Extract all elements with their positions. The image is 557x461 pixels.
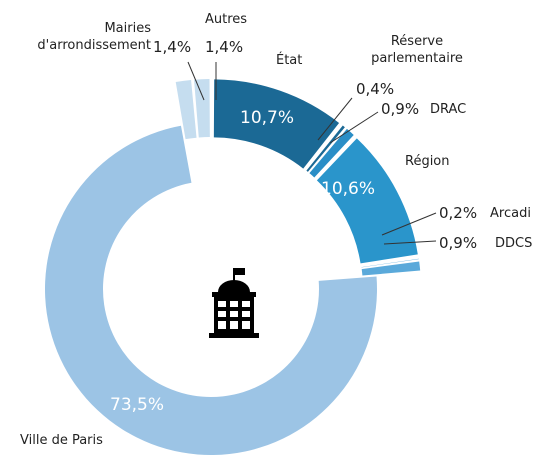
slice <box>306 125 345 172</box>
slice <box>316 138 418 264</box>
slice-label: Autres <box>205 12 248 27</box>
leader-lines <box>187 61 437 245</box>
slice-label: Région <box>405 154 450 169</box>
leader-line <box>381 212 437 236</box>
slice-label: Arcadi <box>490 206 531 221</box>
value-label: 0,9% <box>381 100 420 118</box>
value-label: 0,9% <box>439 234 478 252</box>
slice-label: DDCS <box>495 236 533 251</box>
value-label: 10,7% <box>240 108 295 128</box>
value-label: 0,4% <box>356 80 395 98</box>
slice <box>361 261 421 276</box>
slice <box>194 79 210 138</box>
slice <box>309 128 354 178</box>
value-label: 10,6% <box>321 179 376 199</box>
slice-label: Ville de Paris <box>20 433 103 448</box>
slice <box>213 79 340 169</box>
building-icon <box>209 268 259 338</box>
leader-line <box>317 97 353 141</box>
slice <box>44 125 378 455</box>
leader-line <box>383 240 437 245</box>
leader-line <box>329 111 379 144</box>
slice <box>175 79 197 140</box>
slice-label: État <box>276 53 303 68</box>
value-label: 0,2% <box>439 204 478 222</box>
value-label: 1,4% <box>205 38 244 56</box>
slice-label: Mairies d'arrondissement <box>37 21 151 53</box>
slice-label: Réserve parlementaire <box>371 34 463 66</box>
slice <box>361 258 419 268</box>
leader-line <box>187 61 205 101</box>
slice-label: DRAC <box>430 102 467 117</box>
value-label: 1,4% <box>153 38 192 56</box>
value-label: 73,5% <box>110 395 165 415</box>
